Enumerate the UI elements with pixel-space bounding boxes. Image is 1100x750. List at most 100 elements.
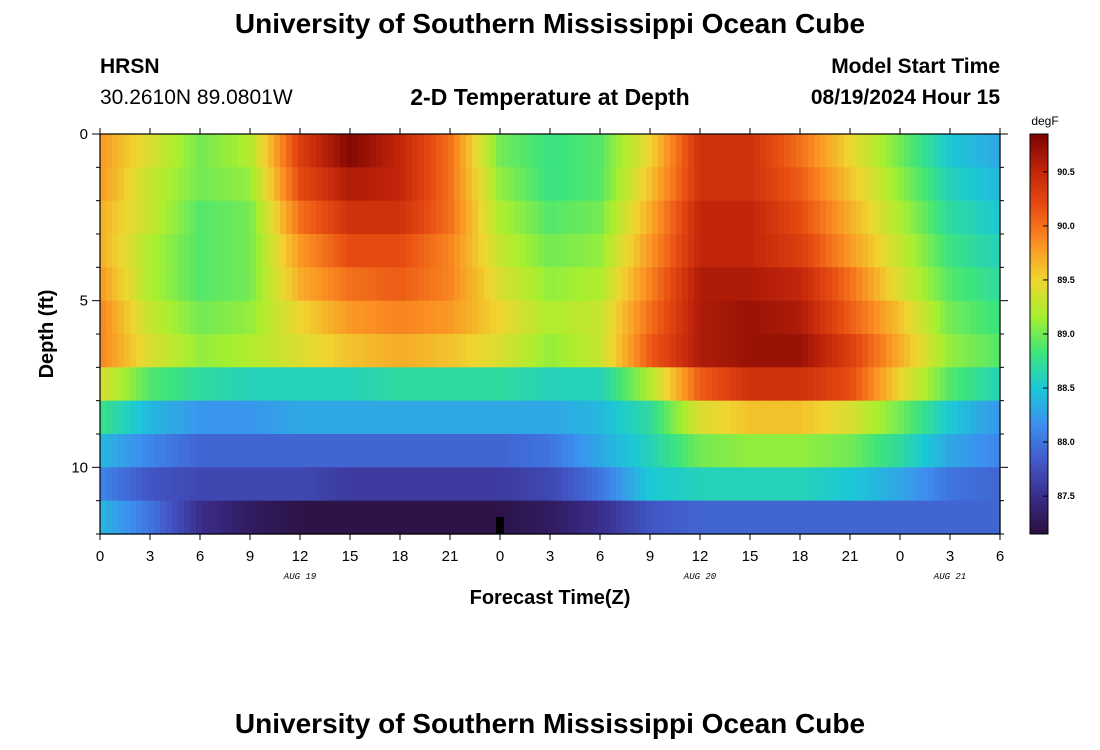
heatmap-cell [598,500,605,535]
heatmap-cell [418,467,425,502]
heatmap-cell [520,300,527,335]
heatmap-cell [868,200,875,235]
heatmap-cell [490,434,497,468]
heatmap-cell [892,334,899,368]
heatmap-cell [472,167,479,202]
heatmap-cell [382,400,389,435]
heatmap-cell [778,367,785,402]
heatmap-cell [592,134,599,168]
heatmap-cell [748,334,755,368]
heatmap-cell [514,300,521,335]
heatmap-cell [634,167,641,202]
heatmap-cell [568,200,575,235]
heatmap-cell [106,200,113,235]
heatmap-cell [382,134,389,168]
heatmap-cell [610,467,617,502]
heatmap-cell [646,334,653,368]
heatmap-cell [916,200,923,235]
heatmap-cell [310,200,317,235]
heatmap-cell [220,200,227,235]
heatmap-cell [784,500,791,535]
heatmap-cell [580,234,587,268]
heatmap-cell [724,267,731,302]
heatmap-cell [994,467,1001,502]
heatmap-cell [436,367,443,402]
heatmap-cell [748,467,755,502]
heatmap-cell [286,467,293,502]
heatmap-cell [202,200,209,235]
heatmap-cell [262,467,269,502]
heatmap-cell [586,267,593,302]
heatmap-cell [982,134,989,168]
heatmap-cell [592,334,599,368]
heatmap-cell [670,234,677,268]
heatmap-cell [988,334,995,368]
heatmap-cell [340,400,347,435]
heatmap-cell [322,434,329,468]
heatmap-cell [568,267,575,302]
heatmap-cell [490,334,497,368]
heatmap-cell [514,500,521,535]
heatmap-cell [316,134,323,168]
heatmap-cell [790,234,797,268]
heatmap-cell [256,367,263,402]
heatmap-cell [604,200,611,235]
heatmap-cell [238,367,245,402]
heatmap-cell [604,267,611,302]
heatmap-cell [952,467,959,502]
heatmap-cell [742,200,749,235]
heatmap-cell [652,134,659,168]
heatmap-cell [430,367,437,402]
heatmap-cell [976,434,983,468]
heatmap-cell [688,500,695,535]
heatmap-cell [274,167,281,202]
heatmap-cell [280,167,287,202]
heatmap-cell [460,134,467,168]
heatmap-cell [424,200,431,235]
x-axis-title: Forecast Time(Z) [470,587,631,609]
heatmap-cell [460,300,467,335]
heatmap-cell [358,434,365,468]
heatmap-cell [220,234,227,268]
heatmap-cell [712,434,719,468]
heatmap-cell [724,434,731,468]
heatmap-cell [550,300,557,335]
heatmap-cell [382,500,389,535]
heatmap-cell [328,367,335,402]
heatmap-cell [736,467,743,502]
heatmap-cell [424,300,431,335]
heatmap-cell [346,134,353,168]
heatmap-cell [280,400,287,435]
heatmap-cell [412,434,419,468]
heatmap-cell [472,334,479,368]
heatmap-cell [814,167,821,202]
heatmap-cell [298,467,305,502]
heatmap-cell [202,167,209,202]
heatmap-cell [478,467,485,502]
heatmap-cell [298,134,305,168]
heatmap-cell [118,367,125,402]
heatmap-cell [880,134,887,168]
heatmap-cell [928,300,935,335]
heatmap-cell [742,300,749,335]
heatmap-cell [418,400,425,435]
heatmap-cell [844,500,851,535]
x-tick-label: 0 [496,548,504,565]
heatmap-cell [994,267,1001,302]
heatmap-cell [328,267,335,302]
heatmap-cell [772,467,779,502]
heatmap-cell [172,434,179,468]
heatmap-cell [394,267,401,302]
heatmap-cell [658,134,665,168]
heatmap-cell [376,334,383,368]
heatmap-cell [298,500,305,535]
heatmap-cell [700,500,707,535]
heatmap-cell [370,267,377,302]
heatmap-cell [508,267,515,302]
heatmap-cell [970,167,977,202]
heatmap-cell [550,500,557,535]
heatmap-cell [676,200,683,235]
heatmap-cell [154,167,161,202]
heatmap-cell [898,234,905,268]
heatmap-cell [214,134,221,168]
